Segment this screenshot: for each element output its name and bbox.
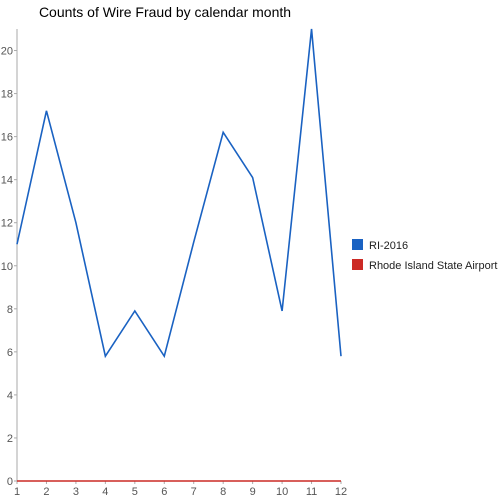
y-tick-label: 2 [7, 433, 13, 445]
y-tick-label: 8 [7, 304, 13, 316]
x-tick-label: 2 [43, 486, 49, 498]
legend-swatch-rhode-island-state-airport [352, 259, 363, 270]
y-tick-label: 12 [1, 218, 13, 230]
y-tick-labels: 0 2 4 6 8 10 12 14 16 18 20 [1, 46, 17, 488]
x-tick-label: 11 [306, 486, 317, 498]
y-tick-label: 16 [1, 132, 13, 144]
x-tick-labels: 1 2 3 4 5 6 7 8 9 10 11 12 [14, 481, 347, 498]
x-tick-label: 6 [161, 486, 167, 498]
y-tick-label: 18 [1, 89, 13, 101]
x-tick-label: 7 [191, 486, 197, 498]
y-tick-label: 14 [1, 175, 13, 187]
legend-swatch-ri-2016 [352, 239, 363, 250]
x-tick-label: 5 [132, 486, 138, 498]
legend-label-rhode-island-state-airport: Rhode Island State Airport [369, 260, 497, 272]
x-tick-label: 8 [220, 486, 226, 498]
chart-title: Counts of Wire Fraud by calendar month [39, 4, 291, 20]
y-tick-label: 4 [7, 390, 13, 402]
legend-label-ri-2016: RI-2016 [369, 240, 408, 252]
x-tick-label: 9 [250, 486, 256, 498]
x-tick-label: 1 [14, 486, 20, 498]
y-tick-label: 6 [7, 347, 13, 359]
axes [16, 29, 341, 482]
x-tick-label: 4 [102, 486, 108, 498]
x-tick-label: 3 [73, 486, 79, 498]
y-tick-label: 0 [7, 476, 13, 488]
x-tick-label: 10 [276, 486, 288, 498]
x-tick-label: 12 [335, 486, 347, 498]
y-tick-label: 20 [1, 46, 13, 58]
y-tick-label: 10 [1, 261, 13, 273]
legend: RI-2016 Rhode Island State Airport [352, 239, 497, 272]
series-line-ri-2016 [16, 28, 342, 359]
series-lines [16, 28, 342, 482]
